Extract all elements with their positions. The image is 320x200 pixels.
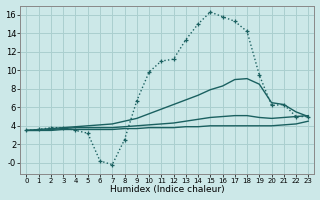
X-axis label: Humidex (Indice chaleur): Humidex (Indice chaleur) (110, 185, 225, 194)
